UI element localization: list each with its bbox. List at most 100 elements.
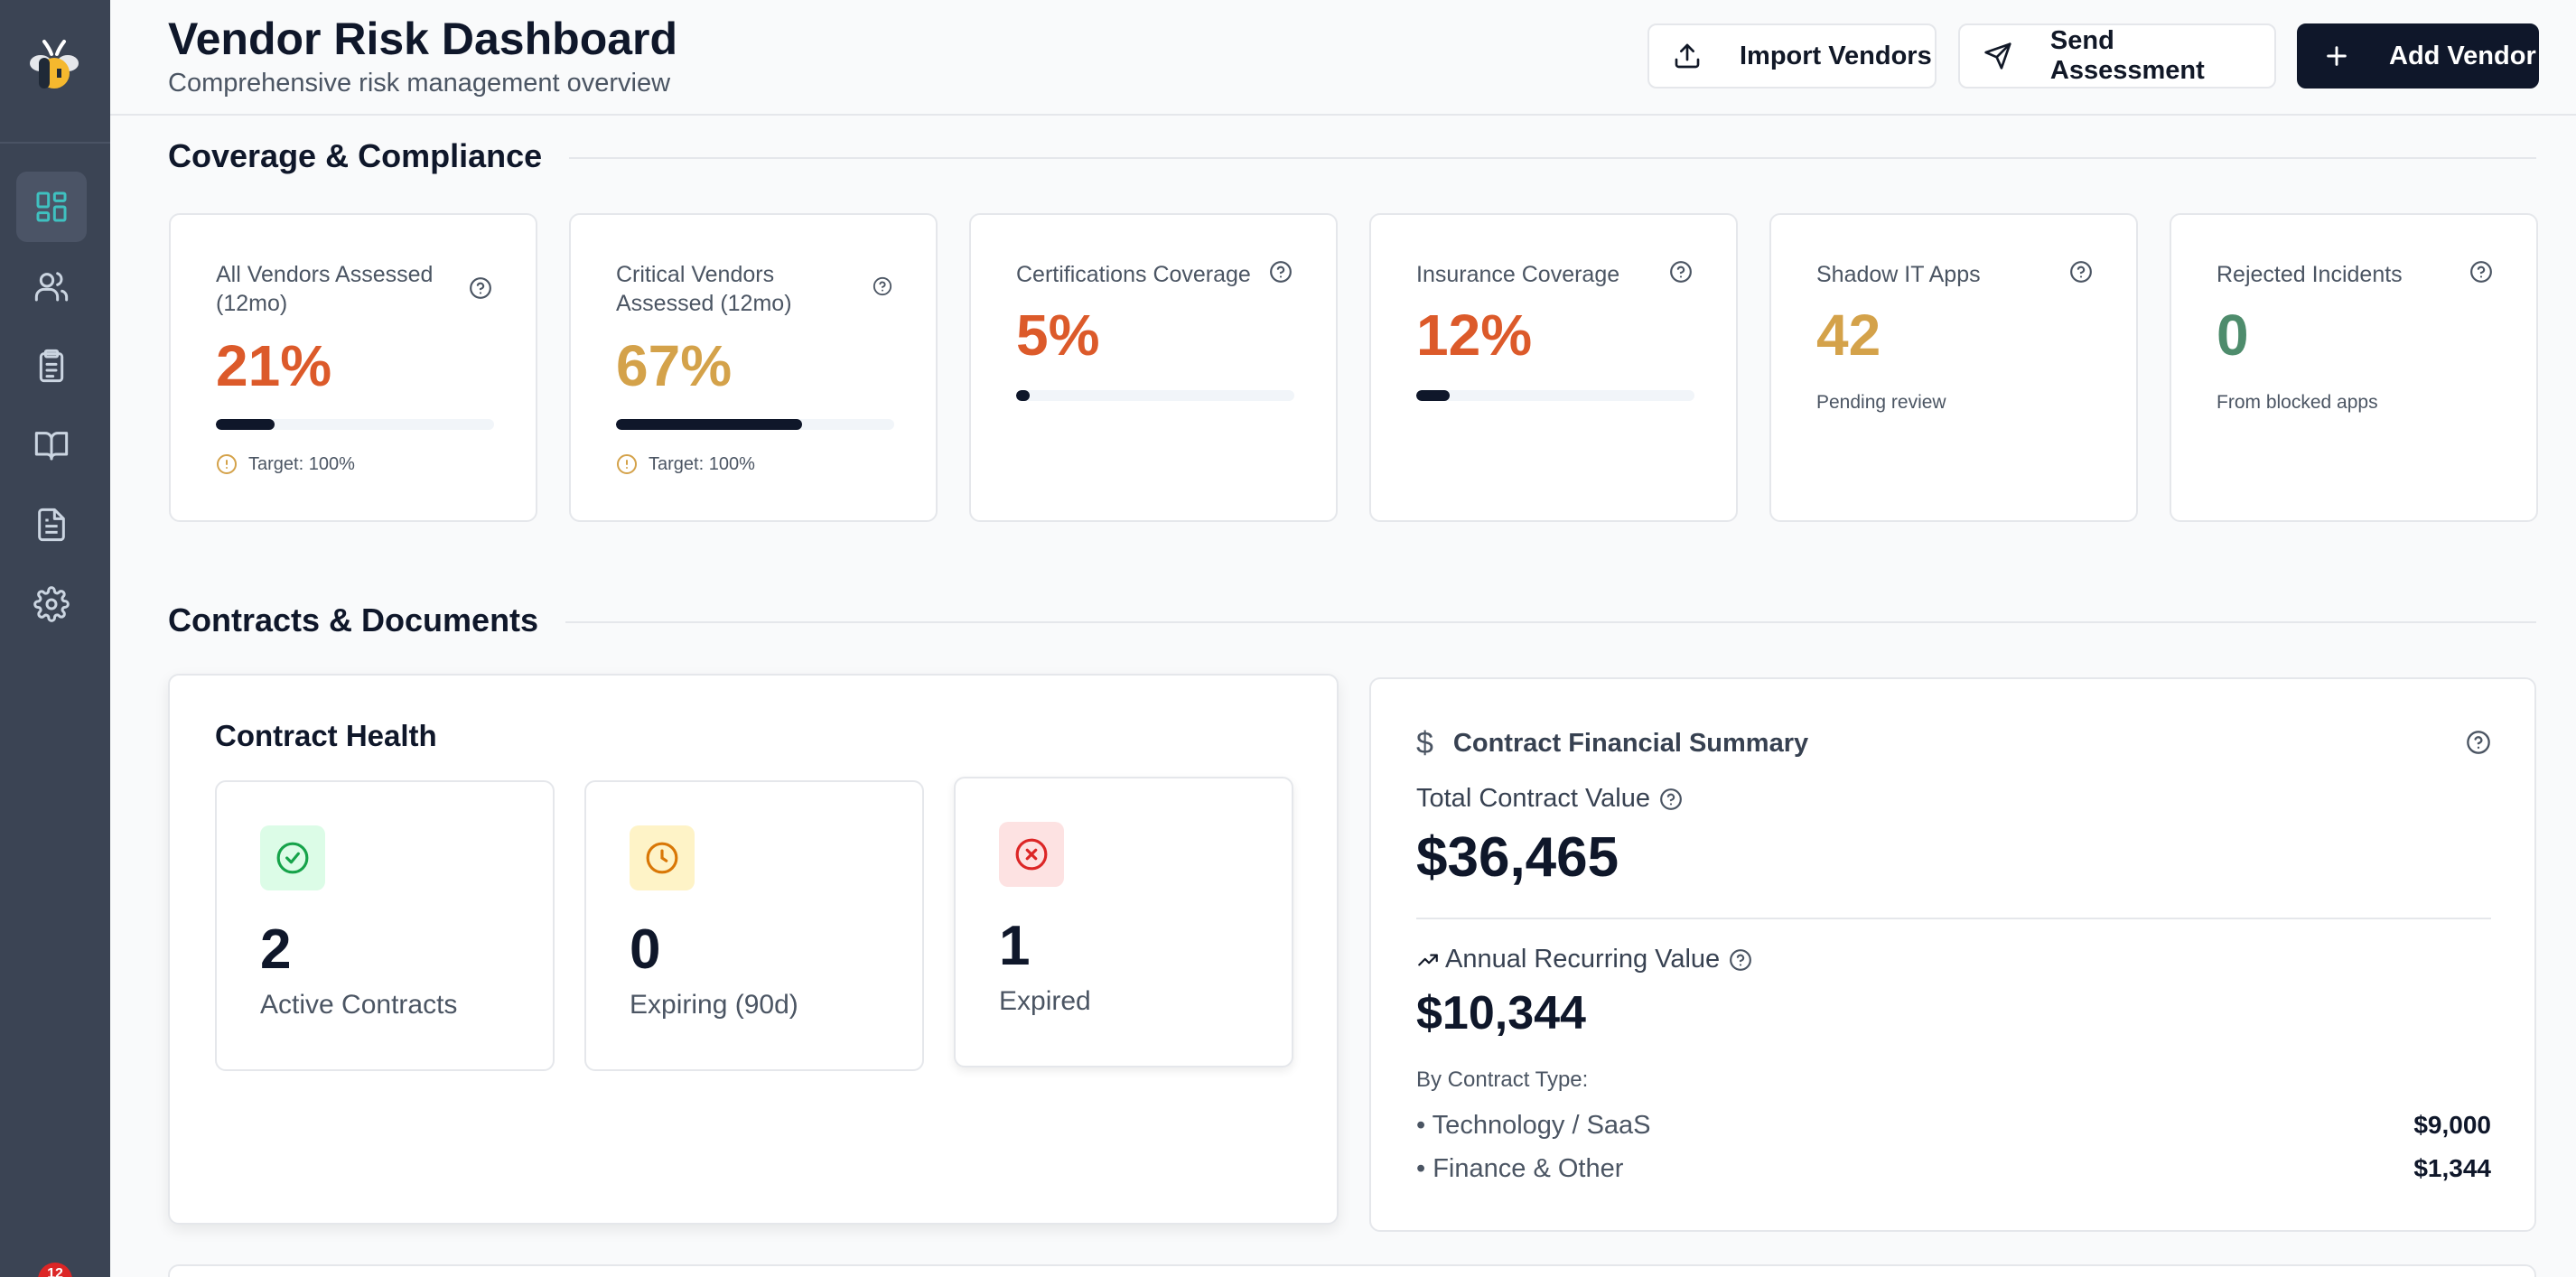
metric-value: 0 (2217, 303, 2249, 368)
dollar-icon: $ (1416, 726, 1433, 760)
sidebar-item-settings[interactable] (16, 569, 87, 639)
metric-note: Pending review (1816, 392, 1946, 413)
section-divider (560, 621, 2536, 623)
expiring-contracts-card[interactable]: 0 Expiring (90d) (584, 780, 924, 1071)
help-icon[interactable] (1269, 260, 1293, 284)
page-subtitle: Comprehensive risk management overview (168, 69, 671, 98)
annual-recurring-value-label: Annual Recurring Value (1416, 945, 1752, 974)
x-circle-icon (1015, 838, 1048, 871)
metric-value: 67% (616, 333, 733, 398)
metric-target: Target: 100% (616, 453, 755, 475)
clock-icon (646, 842, 678, 874)
alert-circle-icon (617, 454, 637, 474)
plus-icon (2327, 46, 2347, 66)
metric-note: From blocked apps (2217, 392, 2378, 413)
active-contracts-value: 2 (260, 918, 292, 981)
total-contract-value: $36,465 (1416, 826, 1619, 889)
metric-value: 5% (1016, 303, 1100, 368)
sidebar-item-vendors[interactable] (16, 251, 87, 322)
progress-fill (216, 419, 275, 430)
financial-summary-title: Contract Financial Summary (1452, 729, 1809, 758)
metric-value: 12% (1416, 303, 1533, 368)
help-icon[interactable] (873, 276, 892, 296)
contract-type-amount: $1,344 (2413, 1154, 2491, 1182)
send-icon (1984, 42, 2011, 70)
expired-contracts-card[interactable]: 1 Expired (954, 777, 1293, 1067)
metric-card-insurance-coverage: Insurance Coverage 12% (1369, 213, 1738, 522)
metric-card-certifications-coverage: Certifications Coverage 5% (969, 213, 1338, 522)
add-vendor-label: Add Vendor (2389, 41, 2536, 70)
page-header: Vendor Risk Dashboard Comprehensive risk… (110, 0, 2576, 116)
metric-card-shadow-it-apps: Shadow IT Apps 42 Pending review (1769, 213, 2138, 522)
active-contracts-label: Active Contracts (260, 990, 458, 1020)
notification-badge[interactable]: 12 (38, 1263, 72, 1277)
sidebar: 12 (0, 0, 110, 1277)
dashboard-icon (36, 191, 67, 222)
help-icon[interactable] (469, 276, 492, 300)
metric-value: 21% (216, 333, 332, 398)
metric-label: Rejected Incidents (2217, 262, 2403, 287)
divider (1416, 918, 2491, 919)
progress-bar (1016, 390, 1294, 401)
contract-type-label: • Technology / SaaS (1416, 1111, 1651, 1140)
help-icon[interactable] (1669, 260, 1693, 284)
metric-label: Insurance Coverage (1416, 262, 1620, 287)
expiring-contracts-label: Expiring (90d) (630, 990, 798, 1020)
progress-bar (216, 419, 494, 430)
send-assessment-label: Send Assessment (2049, 26, 2205, 85)
trending-up-icon (1418, 954, 1438, 965)
progress-fill (1016, 390, 1031, 401)
contract-type-amount: $9,000 (2413, 1111, 2491, 1139)
progress-fill (616, 419, 803, 430)
contract-health-panel: Contract Health 2 Active Contracts 0 Exp… (168, 674, 1339, 1225)
metric-card-rejected-incidents: Rejected Incidents 0 From blocked apps (2170, 213, 2538, 522)
send-assessment-button[interactable]: Send Assessment (1958, 23, 2276, 89)
sidebar-item-dashboard[interactable] (16, 172, 87, 242)
active-contracts-card[interactable]: 2 Active Contracts (215, 780, 555, 1071)
gear-icon (33, 586, 70, 622)
progress-bar (1416, 390, 1694, 401)
bee-logo[interactable] (24, 36, 84, 96)
help-icon[interactable] (1659, 788, 1683, 811)
metric-target-text: Target: 100% (649, 453, 755, 474)
section-title-coverage: Coverage & Compliance (168, 137, 570, 175)
book-icon (34, 432, 69, 461)
contract-type-label: • Finance & Other (1416, 1154, 1624, 1183)
help-icon[interactable] (2069, 260, 2093, 284)
contract-health-title: Contract Health (215, 719, 437, 752)
import-vendors-button[interactable]: Import Vendors (1647, 23, 1937, 89)
section-divider (560, 157, 2536, 159)
help-icon[interactable] (1729, 948, 1752, 972)
check-circle-icon (276, 842, 309, 874)
document-icon (38, 508, 65, 542)
sidebar-item-assessments[interactable] (16, 331, 87, 401)
page-title: Vendor Risk Dashboard (168, 14, 678, 64)
contract-financial-summary-panel: $ Contract Financial Summary Total Contr… (1369, 677, 2536, 1232)
next-section-panel (168, 1264, 2536, 1277)
sidebar-divider (0, 142, 110, 144)
progress-bar (616, 419, 894, 430)
metric-label: Critical Vendors Assessed (12mo) (616, 262, 792, 316)
help-icon[interactable] (2469, 260, 2493, 284)
import-vendors-label: Import Vendors (1740, 41, 1932, 70)
contract-type-row: • Finance & Other $1,344 (1416, 1154, 2491, 1184)
clipboard-icon (39, 349, 64, 383)
annual-recurring-value: $10,344 (1416, 987, 1586, 1039)
sidebar-item-documents[interactable] (16, 489, 87, 560)
by-contract-type-label: By Contract Type: (1416, 1067, 1589, 1092)
expired-contracts-value: 1 (999, 915, 1031, 977)
metric-label: All Vendors Assessed (12mo) (216, 262, 434, 316)
progress-fill (1416, 390, 1450, 401)
expired-contracts-label: Expired (999, 986, 1091, 1016)
upload-icon (1675, 43, 1700, 69)
help-icon[interactable] (2466, 730, 2491, 755)
metric-card-all-vendors-assessed: All Vendors Assessed (12mo) 21% Target: … (169, 213, 537, 522)
metric-label: Certifications Coverage (1016, 262, 1251, 287)
alert-circle-icon (217, 454, 237, 474)
financial-summary-header: $ Contract Financial Summary (1416, 726, 1808, 761)
contract-type-row: • Technology / SaaS $9,000 (1416, 1111, 2491, 1141)
total-contract-value-label: Total Contract Value (1416, 784, 1683, 814)
metric-target: Target: 100% (216, 453, 355, 475)
sidebar-item-library[interactable] (16, 410, 87, 480)
add-vendor-button[interactable]: Add Vendor (2297, 23, 2539, 89)
